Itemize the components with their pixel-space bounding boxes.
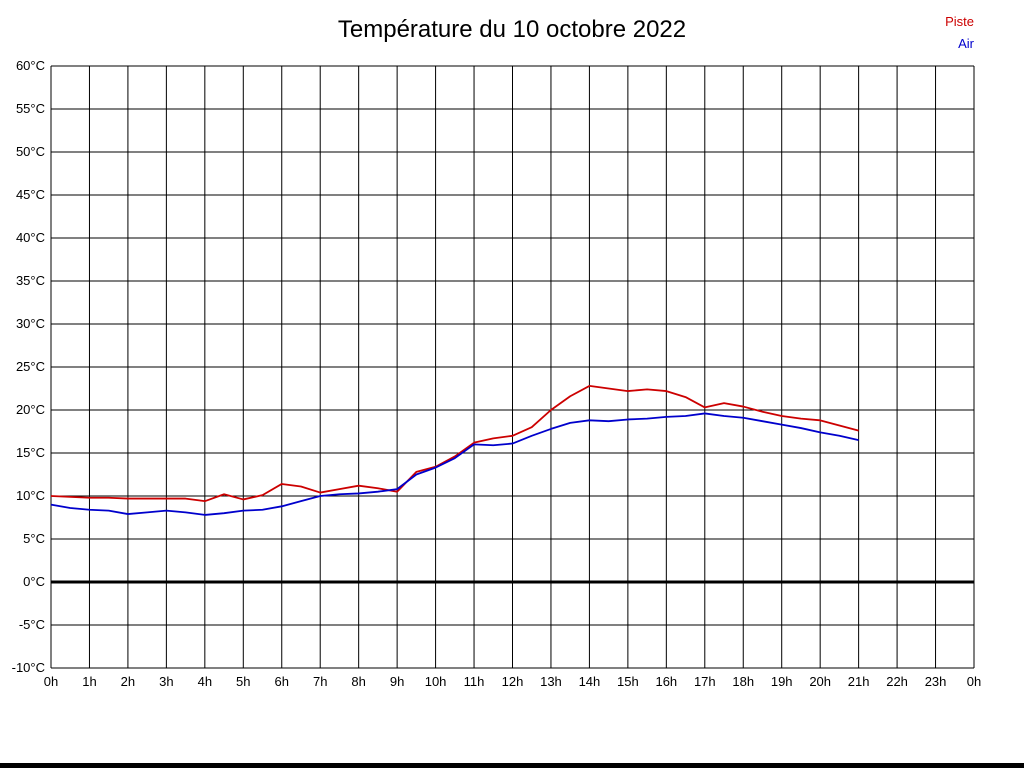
x-tick-label: 3h — [159, 674, 173, 689]
x-tick-label: 13h — [540, 674, 562, 689]
series-line-piste — [50, 385, 859, 503]
y-tick-label: 60°C — [16, 58, 45, 73]
x-tick-label: 18h — [732, 674, 754, 689]
y-tick-label: -5°C — [19, 617, 45, 632]
x-tick-label: 17h — [694, 674, 716, 689]
y-tick-label: 55°C — [16, 101, 45, 116]
x-tick-label: 21h — [848, 674, 870, 689]
y-tick-label: 45°C — [16, 187, 45, 202]
x-tick-label: 4h — [198, 674, 212, 689]
x-tick-label: 2h — [121, 674, 135, 689]
x-tick-label: 10h — [425, 674, 447, 689]
y-tick-label: -10°C — [12, 660, 45, 675]
y-tick-label: 0°C — [23, 574, 45, 589]
y-tick-label: 50°C — [16, 144, 45, 159]
x-tick-label: 9h — [390, 674, 404, 689]
x-tick-label: 8h — [351, 674, 365, 689]
x-tick-label: 15h — [617, 674, 639, 689]
y-tick-label: 20°C — [16, 402, 45, 417]
series-line-air — [50, 412, 859, 516]
x-tick-label: 7h — [313, 674, 327, 689]
x-tick-label: 0h — [44, 674, 58, 689]
x-tick-label: 11h — [464, 674, 485, 689]
y-tick-label: 10°C — [16, 488, 45, 503]
y-axis-labels: 60°C 55°C 50°C 45°C 40°C 35°C 30°C 25°C 20°C 15°C… — [12, 58, 45, 675]
x-tick-label: 22h — [886, 674, 908, 689]
y-tick-label: 5°C — [23, 531, 45, 546]
y-tick-label: 35°C — [16, 273, 45, 288]
y-tick-label: 30°C — [16, 316, 45, 331]
x-tick-label: 19h — [771, 674, 793, 689]
x-tick-label: 6h — [275, 674, 289, 689]
legend-air: Air — [958, 36, 974, 52]
y-tick-label: 25°C — [16, 359, 45, 374]
chart-title: Température du 10 octobre 2022 — [337, 16, 687, 43]
y-tick-label: 15°C — [16, 445, 45, 460]
x-tick-label: 12h — [502, 674, 524, 689]
x-tick-label: 23h — [925, 674, 947, 689]
x-tick-label: 14h — [579, 674, 601, 689]
bottom-border-bar — [0, 763, 1024, 768]
legend: Piste Air — [945, 11, 974, 55]
x-tick-label: 1h — [82, 674, 96, 689]
y-tick-label: 40°C — [16, 230, 45, 245]
x-tick-label: 0h — [967, 674, 981, 689]
x-axis-labels: 0h 1h 2h 3h 4h 5h 6h 7h 8h 9h 10h 11h 12h 13h 14h 15h 16… — [44, 674, 981, 689]
x-tick-label: 5h — [236, 674, 250, 689]
x-tick-label: 16h — [655, 674, 677, 689]
legend-piste: Piste — [945, 14, 974, 29]
x-tick-label: 20h — [809, 674, 831, 689]
gridlines — [50, 65, 975, 669]
